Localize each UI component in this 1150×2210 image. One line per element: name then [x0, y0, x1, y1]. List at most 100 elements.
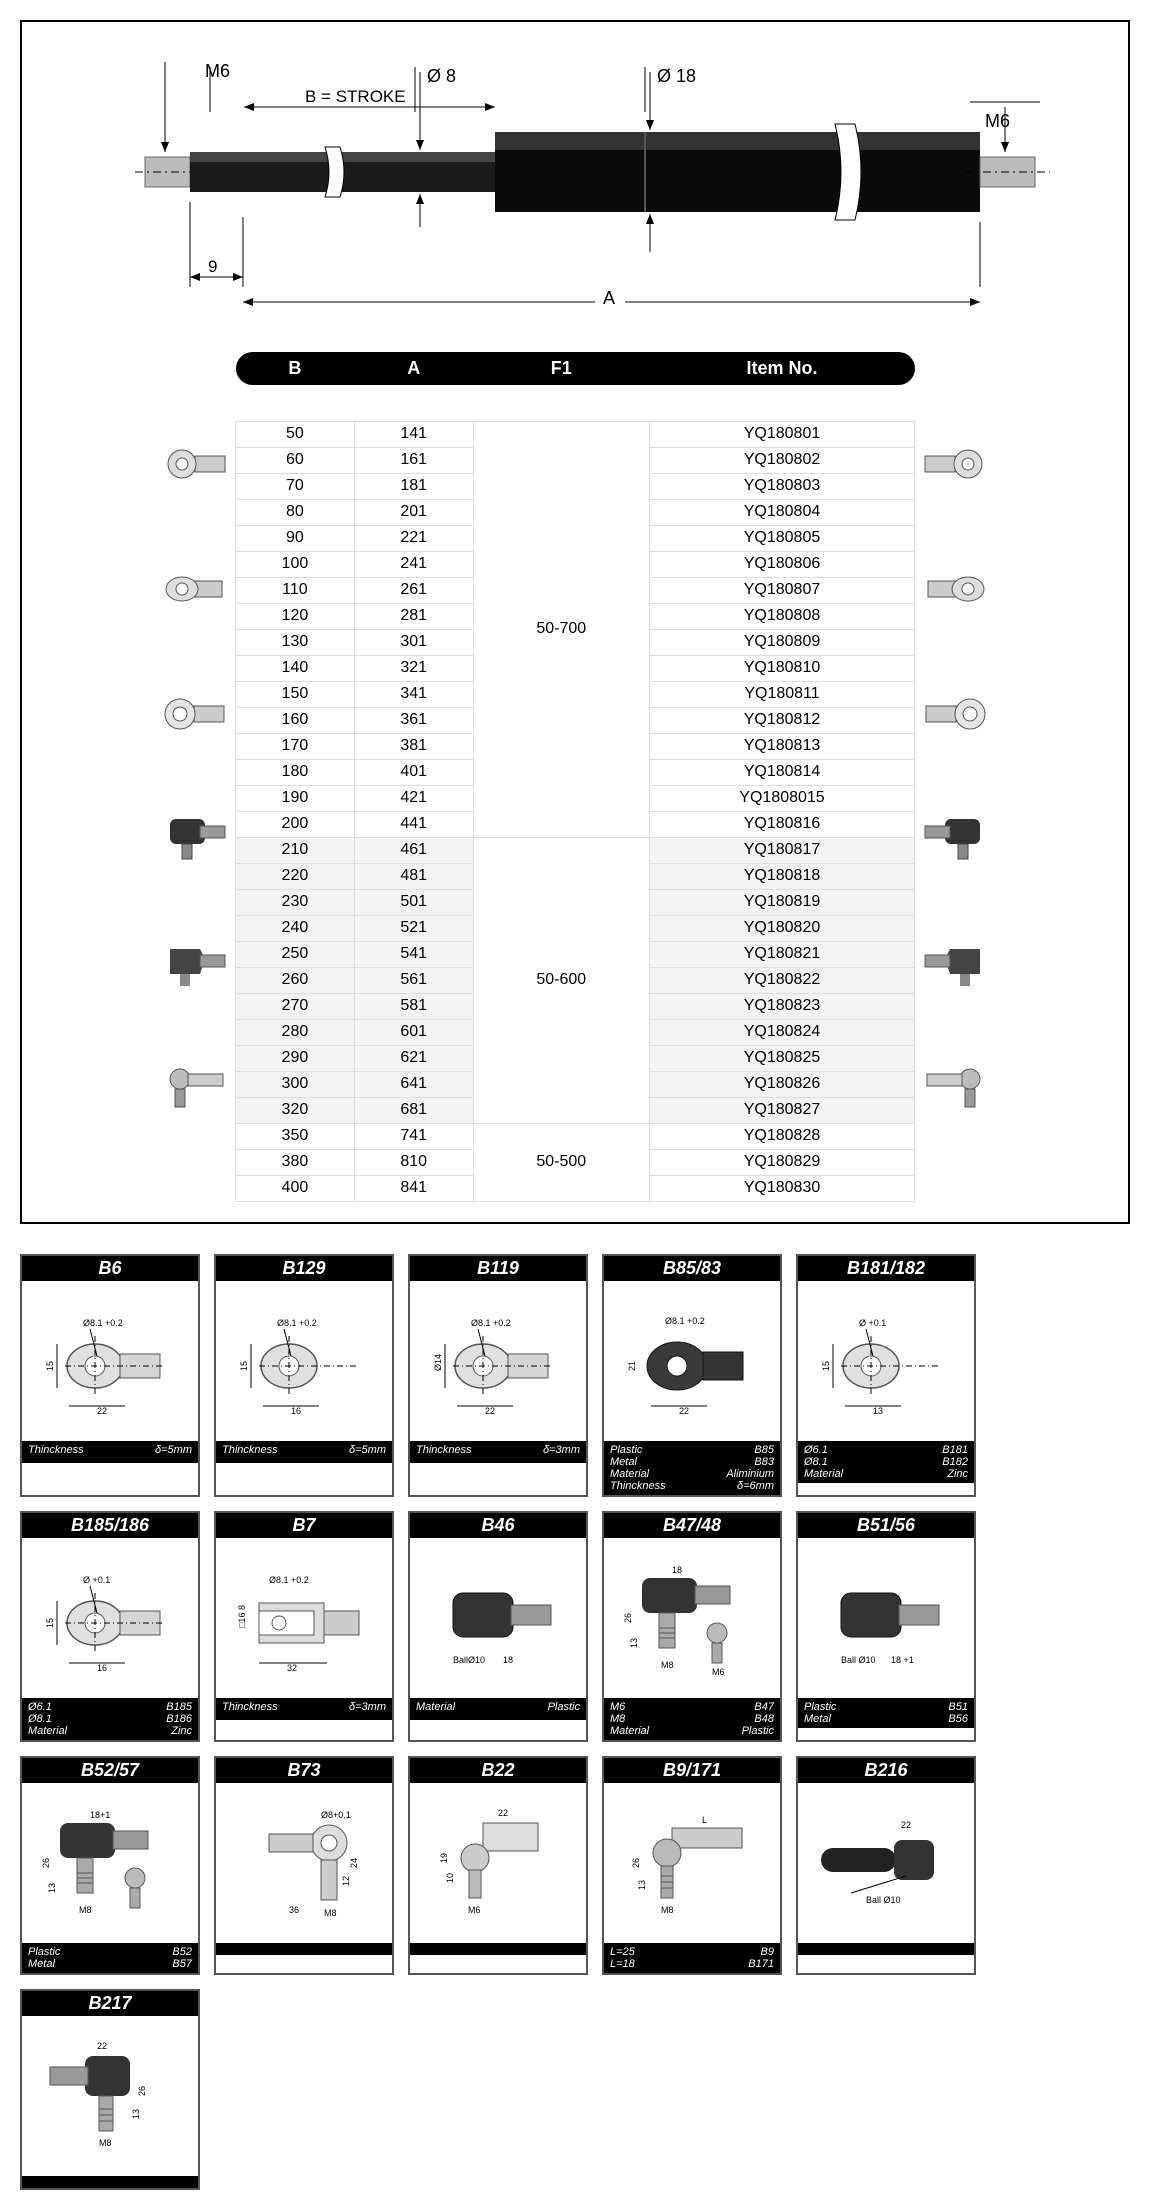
card-body: Ø8+0.1 36 24 12 M8: [216, 1783, 392, 1943]
svg-text:26: 26: [623, 1612, 633, 1622]
cell-b: 200: [236, 811, 355, 837]
card-body: Ø +0.1 15 16: [22, 1538, 198, 1698]
fitting-card: B7 Ø8.1 +0.2 □16 8 32 Thincknessδ=3mm: [214, 1511, 394, 1742]
cell-b: 80: [236, 499, 355, 525]
card-title: B6: [22, 1256, 198, 1281]
cell-b: 240: [236, 915, 355, 941]
fitting-card: B9/171 L 26 13 M8 L=25B9L=18B171: [602, 1756, 782, 1975]
card-footer: Ø6.1B185Ø8.1B186MaterialZinc: [22, 1698, 198, 1740]
svg-text:M8: M8: [324, 1908, 337, 1918]
side-fitting-icon: [160, 439, 230, 489]
table-row: 210 46150-600YQ180817: [236, 837, 915, 863]
svg-text:18 +1: 18 +1: [891, 1655, 914, 1665]
svg-text:A: A: [603, 288, 615, 308]
cell-b: 160: [236, 707, 355, 733]
card-footer: PlasticB51MetalB56: [798, 1698, 974, 1728]
right-fittings-column: [915, 352, 995, 1202]
cell-item: YQ180805: [649, 525, 914, 551]
card-title: B85/83: [604, 1256, 780, 1281]
svg-text:M8: M8: [99, 2138, 112, 2148]
card-footer: Thincknessδ=3mm: [410, 1441, 586, 1463]
cell-b: 140: [236, 655, 355, 681]
cell-a: 681: [354, 1097, 473, 1123]
svg-text:13: 13: [47, 1882, 57, 1892]
svg-text:22: 22: [498, 1808, 508, 1818]
cell-b: 280: [236, 1019, 355, 1045]
cell-b: 290: [236, 1045, 355, 1071]
cell-item: YQ180828: [649, 1123, 914, 1149]
svg-text:22: 22: [97, 1406, 107, 1416]
card-title: B129: [216, 1256, 392, 1281]
cell-a: 221: [354, 525, 473, 551]
cell-a: 541: [354, 941, 473, 967]
fitting-card: B46 BallØ10 18 MaterialPlastic: [408, 1511, 588, 1742]
cell-item: YQ180814: [649, 759, 914, 785]
cell-a: 301: [354, 629, 473, 655]
cell-b: 320: [236, 1097, 355, 1123]
card-title: B22: [410, 1758, 586, 1783]
card-footer: Thincknessδ=3mm: [216, 1698, 392, 1720]
card-title: B52/57: [22, 1758, 198, 1783]
svg-text:22: 22: [485, 1406, 495, 1416]
card-body: L 26 13 M8: [604, 1783, 780, 1943]
cell-b: 210: [236, 837, 355, 863]
cell-b: 130: [236, 629, 355, 655]
cell-item: YQ180825: [649, 1045, 914, 1071]
fitting-card: B6 Ø8.1 +0.2 15 22 Thincknessδ=5mm: [20, 1254, 200, 1497]
cell-b: 270: [236, 993, 355, 1019]
cell-item: YQ180812: [649, 707, 914, 733]
svg-text:Ball Ø10: Ball Ø10: [841, 1655, 876, 1665]
cell-b: 300: [236, 1071, 355, 1097]
svg-text:16: 16: [97, 1663, 107, 1673]
card-title: B47/48: [604, 1513, 780, 1538]
cell-a: 561: [354, 967, 473, 993]
cell-item: YQ180810: [649, 655, 914, 681]
svg-text:M8: M8: [661, 1905, 674, 1915]
spec-table: B A F1 Item No. 50 14150-700YQ18080160 1…: [235, 352, 915, 1202]
svg-text:10: 10: [445, 1872, 455, 1882]
cell-b: 250: [236, 941, 355, 967]
svg-text:13: 13: [637, 1879, 647, 1889]
th-b: B: [236, 352, 355, 385]
svg-text:16: 16: [291, 1406, 301, 1416]
cell-item: YQ180807: [649, 577, 914, 603]
side-fitting-icon: [160, 939, 230, 989]
fitting-card: B47/48 18 26 13 M8 M6 M6B47M8B48Material…: [602, 1511, 782, 1742]
cell-b: 380: [236, 1149, 355, 1175]
cell-item: YQ180826: [649, 1071, 914, 1097]
svg-text:□16 8: □16 8: [237, 1605, 247, 1628]
cell-a: 181: [354, 473, 473, 499]
svg-text:24: 24: [349, 1857, 359, 1867]
svg-text:Ø8.1 +0.2: Ø8.1 +0.2: [277, 1318, 317, 1328]
fitting-card: B73 Ø8+0.1 36 24 12 M8: [214, 1756, 394, 1975]
card-footer: [22, 2176, 198, 2188]
fitting-card: B216 22 Ball Ø10: [796, 1756, 976, 1975]
card-title: B217: [22, 1991, 198, 2016]
cell-item: YQ180808: [649, 603, 914, 629]
card-footer: Thincknessδ=5mm: [22, 1441, 198, 1463]
cell-b: 90: [236, 525, 355, 551]
card-title: B216: [798, 1758, 974, 1783]
cell-a: 601: [354, 1019, 473, 1045]
cell-item: YQ180821: [649, 941, 914, 967]
svg-text:13: 13: [873, 1406, 883, 1416]
svg-text:13: 13: [131, 2108, 141, 2118]
fitting-card: B22 22 19 10 M6: [408, 1756, 588, 1975]
svg-text:M6: M6: [985, 111, 1010, 131]
svg-text:L: L: [702, 1815, 707, 1825]
card-title: B119: [410, 1256, 586, 1281]
svg-text:15: 15: [821, 1360, 831, 1370]
cell-item: YQ180823: [649, 993, 914, 1019]
cell-b: 60: [236, 447, 355, 473]
card-body: 22 19 10 M6: [410, 1783, 586, 1943]
cell-f1: 50-600: [473, 837, 649, 1123]
cell-item: YQ180802: [649, 447, 914, 473]
cell-item: YQ180819: [649, 889, 914, 915]
cell-a: 321: [354, 655, 473, 681]
svg-text:13: 13: [629, 1637, 639, 1647]
svg-text:9: 9: [208, 257, 217, 276]
card-body: Ø8.1 +0.2 21 22: [604, 1281, 780, 1441]
fitting-card: B185/186 Ø +0.1 15 16 Ø6.1B185Ø8.1B186Ma…: [20, 1511, 200, 1742]
cell-a: 621: [354, 1045, 473, 1071]
cell-a: 581: [354, 993, 473, 1019]
